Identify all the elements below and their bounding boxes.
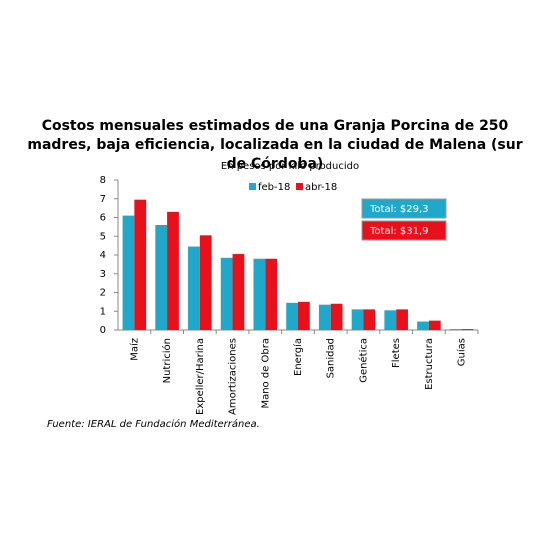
bar — [330, 303, 343, 330]
bar — [220, 257, 233, 330]
bar — [155, 225, 168, 330]
bar — [449, 329, 462, 330]
bar — [167, 211, 179, 330]
y-tick-label: 5 — [100, 231, 106, 242]
y-tick-label: 3 — [100, 269, 106, 280]
y-tick-label: 1 — [100, 306, 106, 317]
bar — [351, 309, 364, 330]
x-tick-label: Amortizaciones — [228, 338, 239, 415]
bar — [188, 246, 200, 330]
bar — [286, 302, 298, 330]
bar — [384, 310, 397, 330]
bar — [417, 321, 429, 330]
bar — [122, 215, 135, 330]
x-tick-label: Energía — [292, 338, 304, 376]
annotation-text: Total: $29,3 — [369, 204, 429, 215]
x-tick-label: Sanidad — [326, 338, 337, 378]
y-tick-label: 7 — [100, 194, 106, 205]
y-tick-label: 4 — [100, 250, 106, 261]
bar — [265, 258, 278, 330]
bar — [318, 304, 331, 330]
y-tick-label: 2 — [100, 288, 106, 299]
x-tick-label: Expeller/Harina — [195, 338, 206, 415]
x-tick-label: Genética — [357, 338, 369, 383]
bar — [461, 329, 474, 330]
legend-swatch — [296, 183, 303, 190]
bar — [134, 199, 147, 330]
bar — [232, 254, 245, 330]
chart-subtitle: En pesos por kilo producido — [221, 161, 359, 172]
x-tick-label: Maíz — [128, 338, 140, 361]
legend-swatch — [249, 183, 256, 190]
legend-label: abr-18 — [305, 182, 337, 193]
source-note: Fuente: IERAL de Fundación Mediterránea. — [47, 418, 260, 430]
y-tick-label: 6 — [100, 213, 106, 224]
y-tick-label: 8 — [100, 175, 106, 186]
x-tick-label: Mano de Obra — [260, 338, 271, 409]
annotation-box — [361, 220, 447, 241]
bar — [428, 320, 441, 330]
y-tick-label: 0 — [100, 325, 106, 336]
chart-title: Costos mensuales estimados de una Granja… — [27, 118, 523, 172]
annotation-text: Total: $31,9 — [369, 226, 429, 237]
bar — [199, 235, 212, 330]
x-tick-label: Guías — [456, 338, 468, 366]
bar — [253, 258, 266, 330]
bar — [363, 309, 376, 330]
bar — [298, 301, 310, 330]
bar — [396, 309, 408, 330]
x-tick-label: Estructura — [424, 338, 435, 390]
legend-label: feb-18 — [258, 182, 290, 193]
annotation-box — [361, 198, 447, 219]
x-tick-label: Fletes — [391, 338, 402, 368]
x-tick-label: Nutrición — [161, 338, 173, 383]
